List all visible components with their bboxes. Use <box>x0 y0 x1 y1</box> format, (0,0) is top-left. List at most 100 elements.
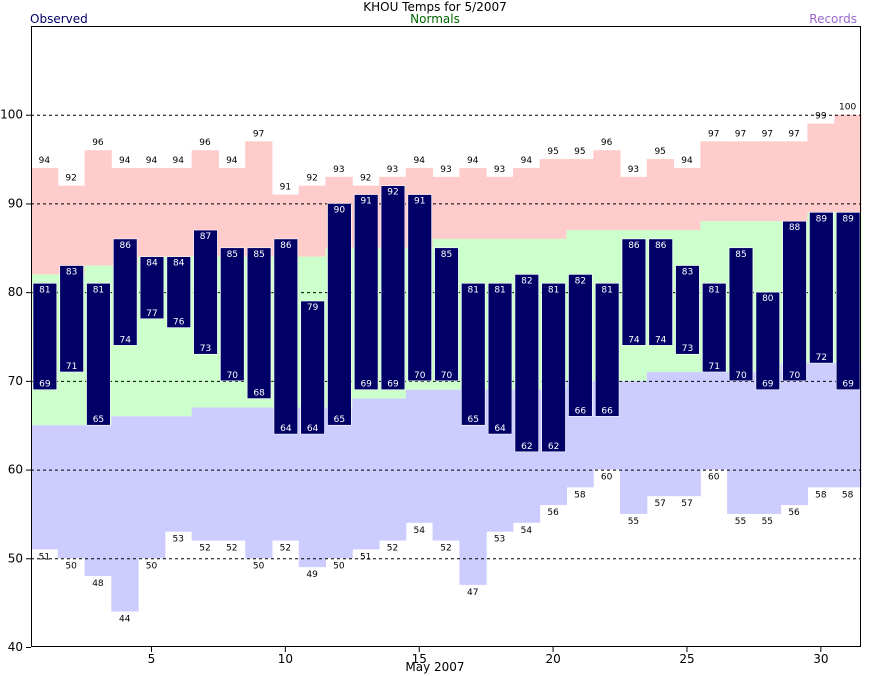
observed-low-label: 69 <box>39 380 51 390</box>
record-low-label: 60 <box>708 473 720 483</box>
record-low-label: 55 <box>628 517 639 527</box>
observed-bar <box>434 247 459 382</box>
observed-bar <box>809 212 834 364</box>
record-high-band <box>512 167 541 239</box>
observed-bar <box>380 185 406 391</box>
record-low-band <box>753 371 782 514</box>
observed-low-label: 62 <box>521 442 532 452</box>
observed-low-label: 70 <box>414 371 426 381</box>
chart-title: KHOU Temps for 5/2007 <box>363 0 507 14</box>
observed-low-label: 65 <box>93 415 104 425</box>
observed-low-label: 62 <box>548 442 559 452</box>
record-high-label: 92 <box>306 174 317 184</box>
observed-high-label: 85 <box>253 250 264 260</box>
record-high-label: 94 <box>146 156 158 166</box>
record-low-label: 54 <box>521 526 533 536</box>
record-high-label: 97 <box>253 129 264 139</box>
record-high-label: 94 <box>226 156 238 166</box>
y-tick-label: 80 <box>8 285 23 299</box>
record-low-label: 53 <box>173 535 184 545</box>
record-low-label: 50 <box>253 561 265 571</box>
observed-bar <box>220 247 245 382</box>
record-high-band <box>84 150 112 266</box>
observed-low-label: 64 <box>494 424 506 434</box>
record-low-label: 53 <box>494 535 505 545</box>
record-low-band <box>245 407 273 559</box>
legend-normals: Normals <box>410 12 460 26</box>
record-low-band <box>84 425 112 577</box>
record-low-band <box>31 425 59 550</box>
record-high-label: 95 <box>574 147 585 157</box>
observed-bar <box>353 194 379 391</box>
record-high-label: 94 <box>39 156 51 166</box>
record-high-band <box>593 150 621 231</box>
observed-low-label: 71 <box>709 362 720 372</box>
observed-bar <box>461 282 486 426</box>
record-low-band <box>807 363 835 488</box>
observed-high-label: 80 <box>762 294 774 304</box>
observed-bar <box>139 256 165 320</box>
record-low-label: 50 <box>333 561 345 571</box>
record-high-label: 94 <box>521 156 533 166</box>
observed-high-label: 85 <box>227 250 238 260</box>
record-low-label: 56 <box>547 508 559 518</box>
observed-high-label: 87 <box>200 232 211 242</box>
observed-high-label: 82 <box>575 276 586 286</box>
record-high-band <box>539 159 567 239</box>
record-high-band <box>807 123 835 213</box>
y-tick-label: 70 <box>8 374 23 388</box>
record-high-band <box>164 167 193 257</box>
record-high-label: 99 <box>815 112 827 122</box>
observed-high-label: 92 <box>387 188 398 198</box>
observed-bar <box>702 282 727 373</box>
record-low-band <box>646 371 675 497</box>
observed-low-label: 66 <box>575 406 587 416</box>
observed-bar <box>541 282 566 453</box>
record-high-band <box>298 185 327 257</box>
record-low-band <box>57 425 86 559</box>
observed-bar <box>327 203 352 426</box>
record-low-label: 56 <box>788 508 800 518</box>
observed-high-label: 81 <box>601 285 612 295</box>
record-high-label: 95 <box>547 147 558 157</box>
x-tick-label: 25 <box>679 652 694 666</box>
record-high-label: 94 <box>173 156 185 166</box>
record-high-label: 96 <box>92 138 104 148</box>
record-high-label: 93 <box>333 165 344 175</box>
observed-low-label: 70 <box>227 371 239 381</box>
observed-bar <box>86 282 111 426</box>
record-high-label: 95 <box>654 147 665 157</box>
observed-bar <box>273 238 299 435</box>
observed-high-label: 83 <box>682 268 693 278</box>
record-high-band <box>138 167 166 257</box>
record-low-band <box>164 416 193 532</box>
observed-high-label: 90 <box>334 205 346 215</box>
record-high-band <box>57 185 86 275</box>
record-high-label: 93 <box>494 165 505 175</box>
observed-bar <box>594 282 620 417</box>
record-low-band <box>700 371 728 470</box>
record-high-band <box>700 141 728 222</box>
record-high-label: 100 <box>839 103 856 113</box>
observed-bar <box>568 274 593 417</box>
record-high-label: 94 <box>413 156 425 166</box>
observed-low-label: 69 <box>842 380 854 390</box>
observed-bar <box>514 274 540 453</box>
observed-low-label: 73 <box>682 344 693 354</box>
record-high-band <box>459 167 487 239</box>
observed-low-label: 74 <box>628 335 640 345</box>
record-high-label: 96 <box>199 138 211 148</box>
record-low-band <box>620 380 648 514</box>
observed-high-label: 81 <box>709 285 720 295</box>
record-high-band <box>673 167 701 231</box>
record-high-band <box>218 167 246 257</box>
record-high-label: 94 <box>119 156 131 166</box>
record-low-label: 57 <box>654 499 665 509</box>
observed-low-label: 74 <box>655 335 667 345</box>
plot-frame <box>31 26 861 647</box>
observed-low-label: 64 <box>280 424 292 434</box>
record-high-label: 97 <box>708 129 719 139</box>
observed-high-label: 84 <box>146 259 158 269</box>
observed-low-label: 69 <box>762 380 774 390</box>
